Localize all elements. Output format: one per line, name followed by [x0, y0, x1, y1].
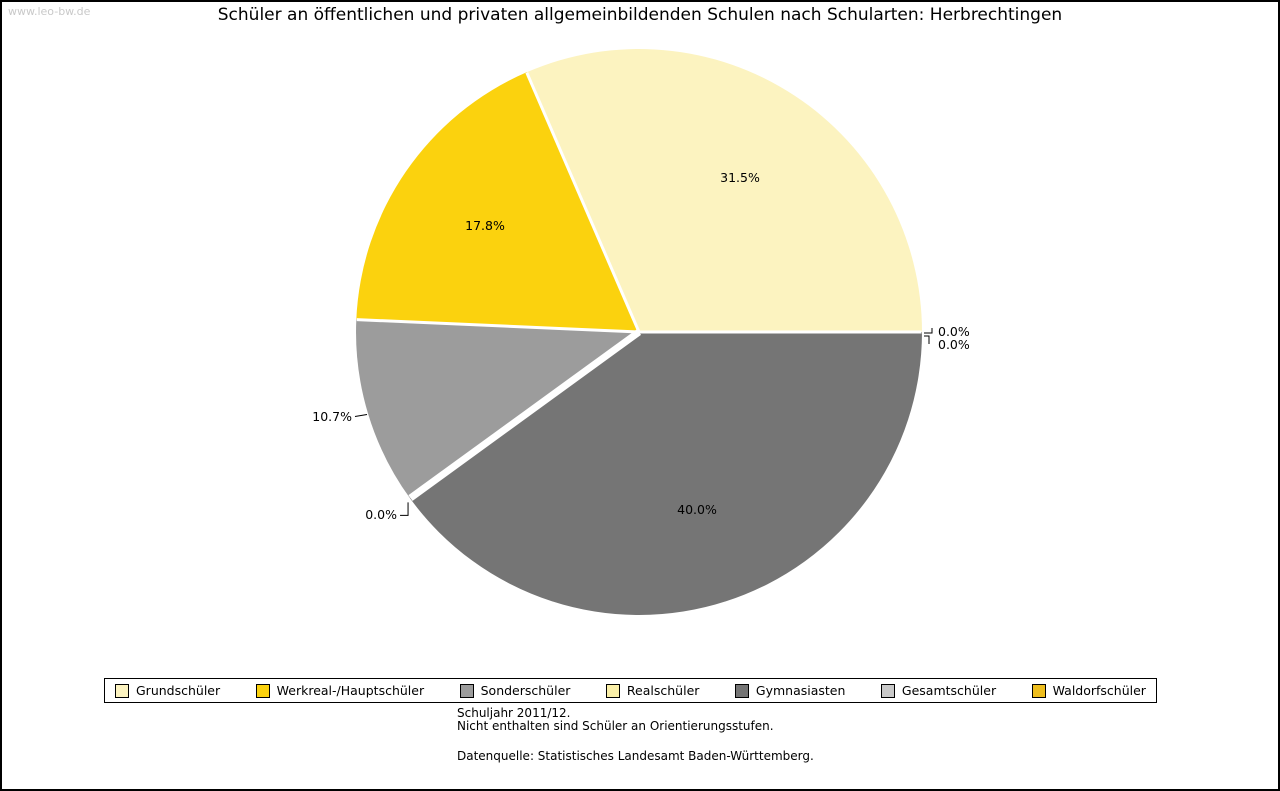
legend-label: Gesamtschüler — [901, 683, 997, 698]
slice-divider — [408, 329, 642, 501]
footnote-line-2: Nicht enthalten sind Schüler an Orientie… — [457, 719, 774, 733]
legend-swatch — [734, 683, 749, 698]
label-tick — [400, 502, 409, 516]
pie-chart: 31.5%17.8%10.7%0.0% 40.0%0.0%0.0% — [312, 49, 970, 616]
pie-label-0: 31.5% — [720, 170, 760, 185]
pie-slice-0 — [526, 49, 922, 333]
pie-label-5: 0.0% — [938, 324, 970, 339]
legend: Grundschüler Werkreal-/Hauptschüler Sonder… — [104, 678, 1157, 703]
legend-swatch — [605, 683, 620, 698]
legend-label: Gymnasiasten — [755, 683, 846, 698]
slice-divider — [356, 318, 640, 334]
legend-label: Grundschüler — [136, 683, 221, 698]
label-tick — [924, 335, 930, 344]
legend-swatch — [115, 683, 129, 698]
pie-label-4: 40.0% — [677, 502, 717, 517]
pie-slice-4 — [410, 332, 922, 616]
legend-item-6: Waldorfschüler — [1031, 683, 1146, 698]
chart-title: Schüler an öffentlichen und privaten all… — [217, 5, 1063, 25]
legend-swatch — [255, 683, 270, 698]
pie-label-3: 0.0% — [365, 507, 397, 522]
pie-label-2: 10.7% — [312, 409, 352, 424]
pie-label-6: 0.0% — [938, 337, 970, 352]
legend-item-4: Gymnasiasten — [734, 683, 846, 698]
pie-slice-1 — [356, 72, 639, 333]
legend-item-0: Grundschüler — [115, 683, 220, 698]
legend-item-3: Realschüler — [605, 683, 700, 698]
legend-swatch — [880, 683, 895, 698]
legend-item-2: Sonderschüler — [459, 683, 571, 698]
label-tick — [354, 414, 368, 417]
watermark: www.leo-bw.de — [8, 5, 91, 18]
pie-slice-2 — [356, 319, 639, 499]
legend-item-5: Gesamtschüler — [880, 683, 997, 698]
legend-swatch — [1031, 683, 1046, 698]
legend-swatch — [459, 683, 474, 698]
legend-label: Realschüler — [626, 683, 700, 698]
footnotes: Schuljahr 2011/12. Nicht enthalten sind … — [457, 707, 814, 763]
slice-divider — [525, 72, 641, 333]
pie-label-1: 17.8% — [465, 218, 505, 233]
footnote-line-1: Schuljahr 2011/12. — [457, 706, 571, 720]
source-note: Datenquelle: Statistisches Landesamt Bad… — [457, 749, 814, 763]
legend-label: Waldorfschüler — [1052, 683, 1146, 698]
legend-label: Werkreal-/Hauptschüler — [276, 683, 425, 698]
label-tick — [924, 328, 933, 334]
legend-item-1: Werkreal-/Hauptschüler — [255, 683, 425, 698]
legend-label: Sonderschüler — [480, 683, 571, 698]
